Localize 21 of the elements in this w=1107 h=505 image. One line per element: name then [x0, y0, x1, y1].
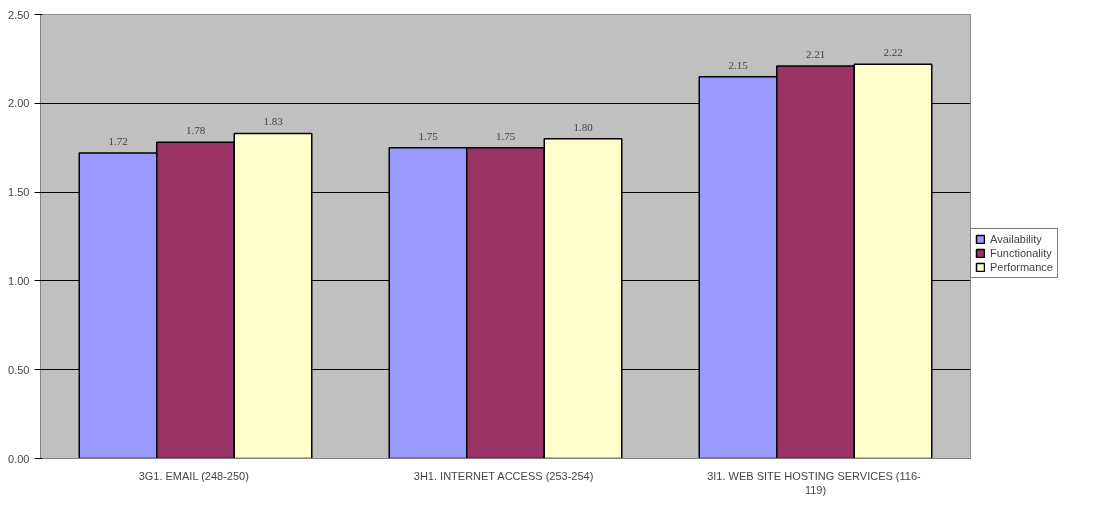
data-label: 2.21 — [805, 48, 826, 60]
legend-label: Availability — [990, 233, 1042, 245]
data-label: 1.78 — [185, 124, 206, 137]
data-label: 2.15 — [728, 58, 749, 71]
data-label: 1.75 — [418, 129, 439, 142]
x-tick-label: 3I1. WEB SITE HOSTING SERVICES (116-119) — [707, 469, 922, 496]
y-tick-label: 0.00 — [8, 452, 30, 465]
data-label: 1.75 — [495, 129, 516, 142]
y-tick-label: 1.50 — [8, 186, 30, 199]
data-label: 1.80 — [573, 120, 594, 133]
x-tick-label: 3G1. EMAIL (248-250) — [138, 469, 249, 482]
data-label: 2.22 — [883, 46, 903, 59]
x-tick-label: 3H1. INTERNET ACCESS (253-254) — [413, 469, 594, 482]
legend-label: Performance — [990, 261, 1053, 273]
y-tick-label: 2.50 — [8, 8, 30, 21]
data-label: 1.72 — [108, 135, 128, 148]
legend-label: Functionality — [990, 247, 1052, 259]
data-label: 1.83 — [263, 115, 284, 128]
y-tick-label: 0.50 — [8, 363, 30, 376]
y-tick-label: 2.00 — [8, 97, 30, 110]
y-tick-label: 1.00 — [8, 274, 30, 287]
